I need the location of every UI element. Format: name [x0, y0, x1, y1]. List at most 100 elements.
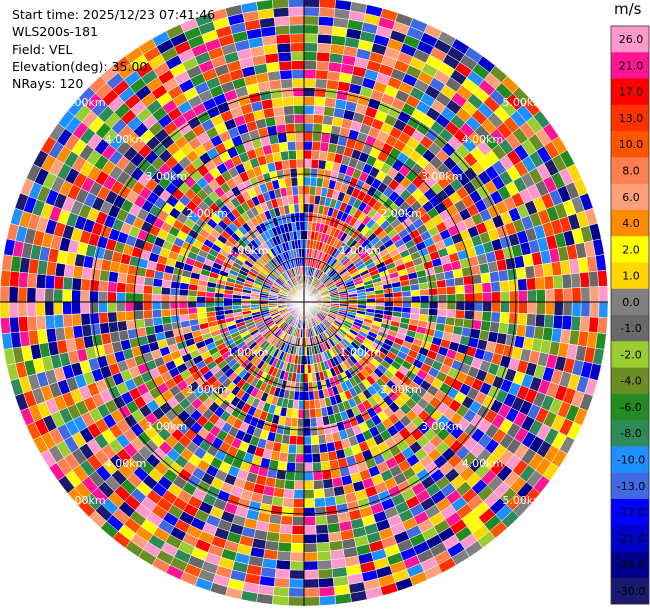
velocity-cell [303, 489, 315, 499]
velocity-cell [580, 286, 591, 303]
velocity-cell [318, 586, 336, 597]
velocity-cell [279, 150, 290, 161]
velocity-cell [384, 301, 394, 307]
range-ring-label: 2.00km [380, 207, 422, 220]
velocity-cell [294, 212, 301, 223]
velocity-cell [318, 7, 336, 18]
velocity-cell [80, 301, 90, 314]
velocity-cell [409, 283, 420, 292]
velocity-cell [303, 524, 317, 535]
velocity-cell [297, 185, 305, 196]
velocity-cell [597, 317, 608, 335]
velocity-cell [313, 488, 325, 499]
velocity-cell [292, 96, 305, 106]
velocity-cell [480, 272, 492, 284]
velocity-cell [274, 24, 291, 36]
velocity-cell [71, 277, 82, 291]
velocity-cell [570, 315, 582, 332]
velocity-cell [303, 417, 311, 428]
velocity-cell [303, 203, 310, 213]
velocity-cell [303, 78, 316, 88]
velocity-cell [72, 325, 84, 339]
velocity-cell [26, 301, 37, 317]
velocity-cell [17, 301, 28, 318]
velocity-cell [291, 60, 305, 71]
velocity-cell [293, 105, 305, 115]
velocity-cell [71, 289, 82, 303]
velocity-cell [571, 301, 582, 317]
velocity-cell [489, 321, 500, 334]
velocity-cell [178, 295, 189, 303]
velocity-cell [418, 282, 429, 291]
velocity-cell [303, 69, 317, 80]
velocity-cell [303, 533, 317, 544]
velocity-cell [383, 292, 394, 299]
velocity-cell [310, 426, 319, 437]
velocity-cell [490, 311, 501, 323]
range-ring-label: 5.00km [502, 96, 544, 109]
velocity-cell [116, 282, 127, 293]
velocity-cell [35, 273, 47, 289]
velocity-cell [318, 16, 335, 27]
velocity-cell [115, 291, 126, 303]
velocity-cell [288, 6, 305, 17]
velocity-cell [293, 113, 305, 124]
velocity-cell [509, 290, 519, 303]
velocity-cell [303, 373, 309, 383]
velocity-cell [273, 577, 290, 588]
velocity-cell [283, 105, 295, 116]
velocity-cell [178, 288, 189, 297]
velocity-cell [455, 293, 466, 303]
velocity-cell [314, 515, 328, 526]
velocity-cell [490, 281, 501, 293]
velocity-cell [598, 285, 609, 303]
velocity-cell [282, 96, 294, 107]
velocity-cell [44, 288, 55, 303]
velocity-cell [473, 301, 484, 312]
velocity-cell [116, 272, 128, 284]
velocity-cell [316, 51, 331, 63]
velocity-cell [292, 498, 305, 508]
velocity-cell [291, 524, 305, 535]
colorbar-tick-label: -1.0 [620, 322, 641, 335]
velocity-cell [286, 141, 297, 152]
velocity-cell [491, 301, 501, 313]
velocity-cell [445, 277, 456, 288]
velocity-cell [0, 285, 10, 303]
velocity-cell [303, 551, 318, 562]
velocity-cell [205, 301, 215, 308]
velocity-cell [214, 301, 224, 307]
velocity-cell [316, 425, 326, 436]
velocity-cell [99, 269, 111, 282]
velocity-cell [288, 158, 298, 169]
velocity-cell [296, 435, 305, 446]
velocity-cell [281, 87, 294, 98]
velocity-cell [324, 495, 337, 507]
velocity-cell [107, 281, 118, 293]
velocity-cell [289, 569, 305, 580]
velocity-cell [437, 286, 448, 296]
colorbar-tick-label: 4.0 [622, 217, 640, 230]
velocity-cell [134, 310, 145, 321]
velocity-cell [278, 141, 289, 153]
range-ring-label: 3.00km [421, 170, 463, 183]
velocity-cell [401, 301, 412, 308]
velocity-cell [292, 87, 305, 97]
velocity-cell [98, 280, 109, 292]
velocity-cell [317, 24, 334, 36]
velocity-cell [462, 318, 474, 329]
velocity-cell [309, 417, 318, 428]
velocity-cell [327, 70, 341, 82]
velocity-cell [481, 311, 492, 322]
velocity-cell [285, 132, 296, 143]
velocity-cell [428, 294, 439, 303]
velocity-cell [290, 51, 305, 62]
velocity-cell [297, 417, 305, 428]
velocity-cell [464, 301, 475, 312]
range-ring-label: 4.00km [462, 133, 504, 146]
velocity-cell [288, 435, 298, 446]
velocity-cell [491, 291, 501, 303]
velocity-cell [81, 324, 93, 338]
velocity-cell [312, 132, 323, 143]
velocity-cell [274, 568, 291, 580]
